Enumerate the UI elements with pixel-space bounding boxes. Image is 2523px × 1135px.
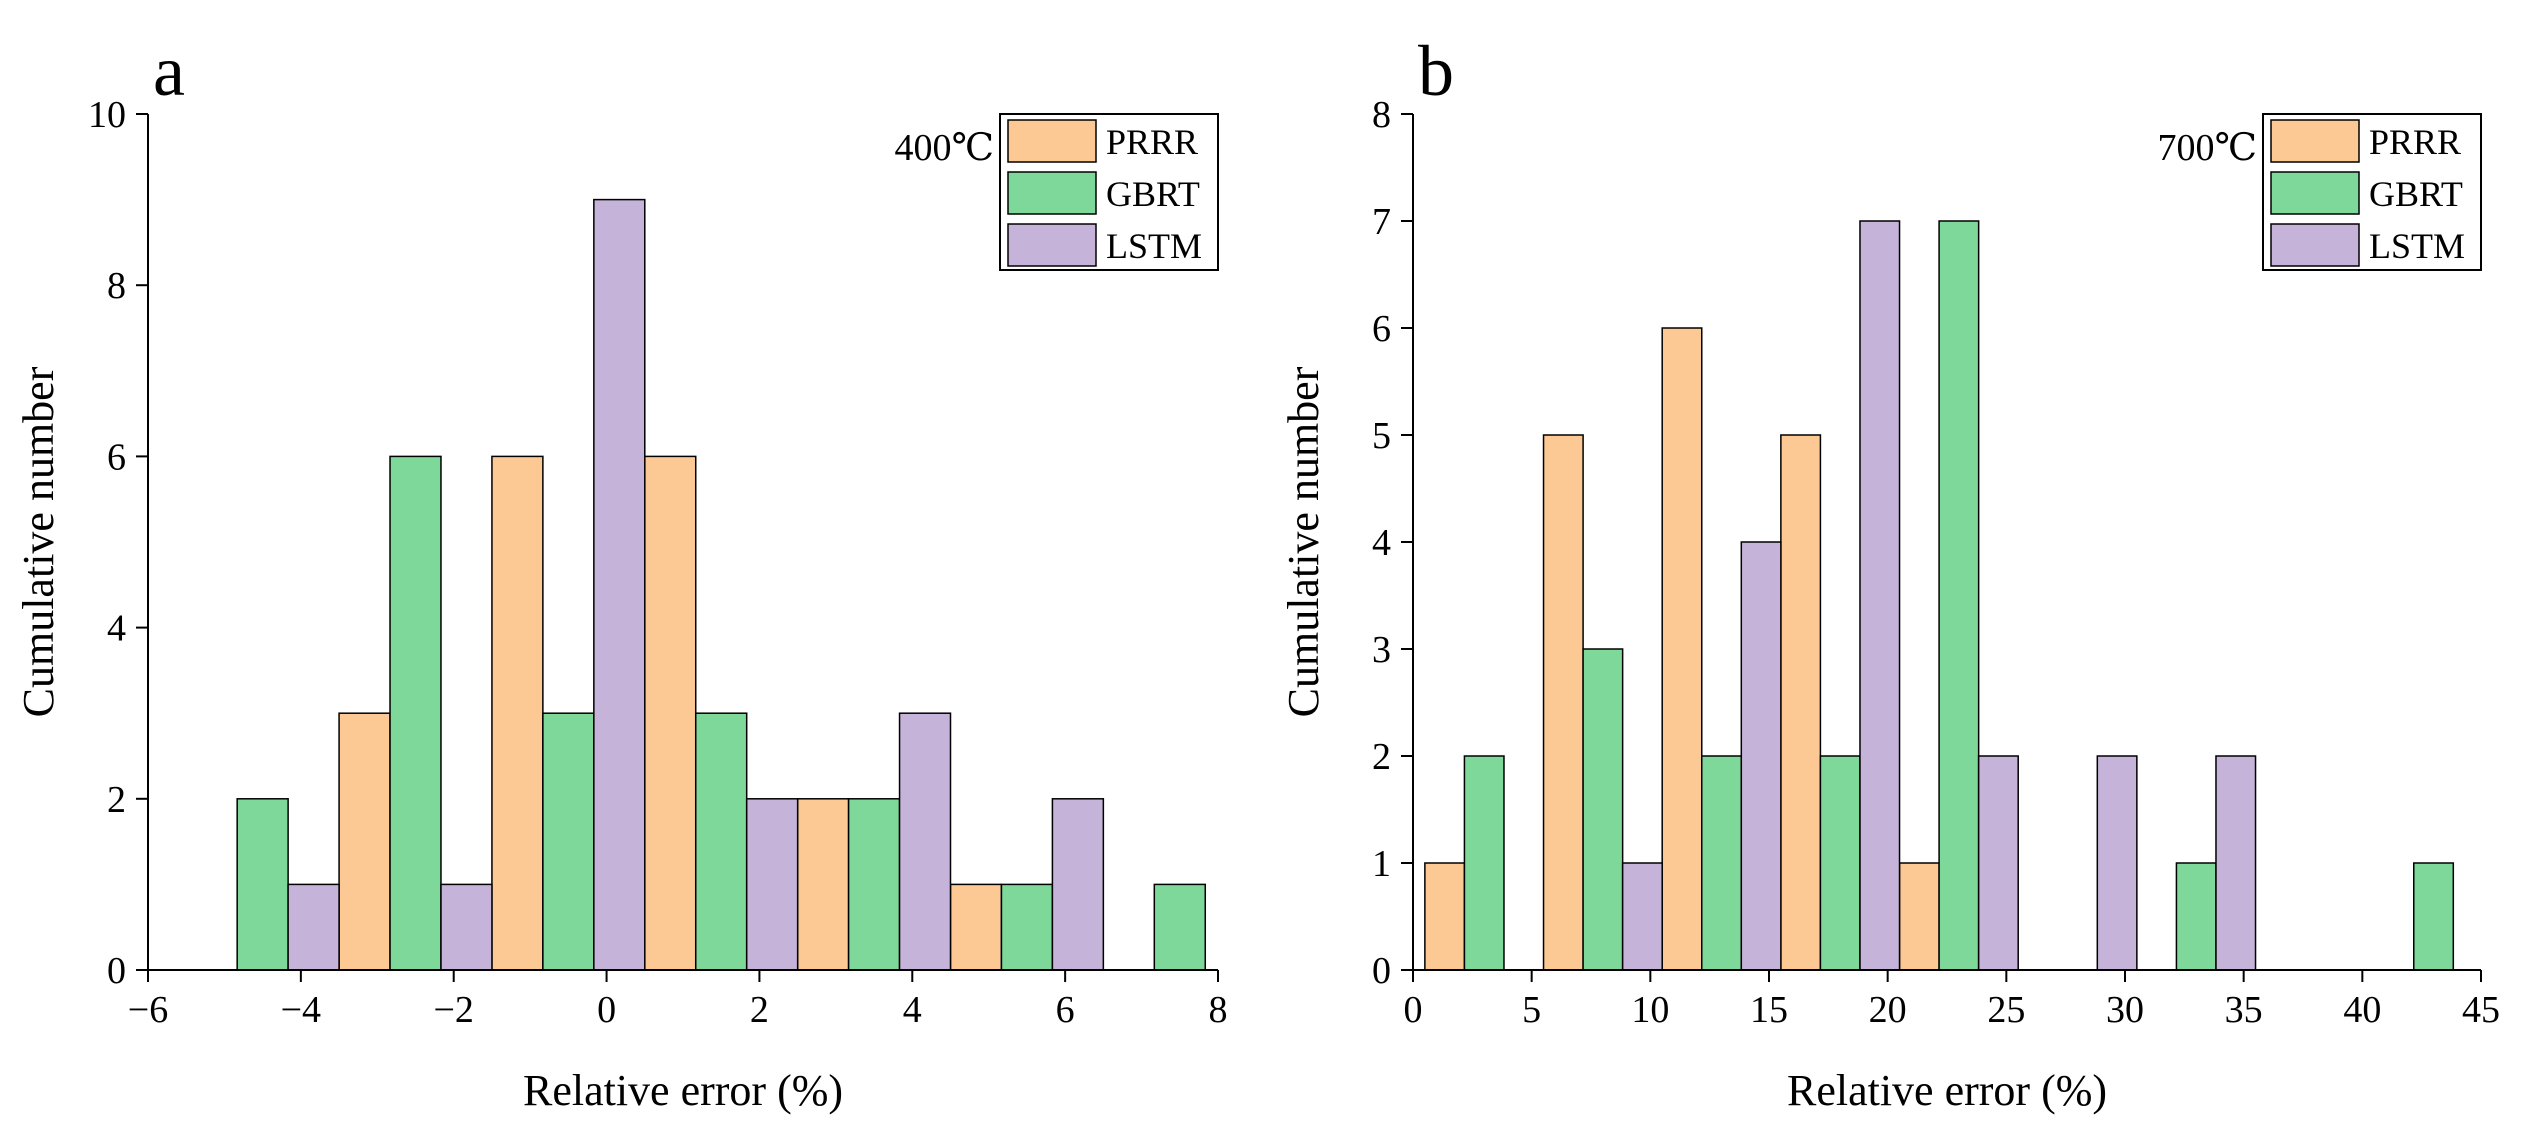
bar-gbrt [694, 712, 748, 971]
y-tick-label: 4 [107, 608, 126, 650]
bar-lstm [1051, 798, 1105, 971]
bar-lstm [1977, 755, 2019, 971]
bar-lstm [1859, 220, 1901, 971]
bar-prrr [949, 883, 1003, 971]
y-tick-label: 7 [1372, 201, 1391, 243]
bar-gbrt [1938, 220, 1980, 971]
x-tick-label: 0 [1404, 989, 1423, 1031]
x-tick-label: −4 [281, 989, 321, 1031]
bar-gbrt [1819, 755, 1861, 971]
bar-prrr [644, 455, 697, 971]
bar-gbrt [1701, 755, 1743, 971]
y-axis-title: Cumulative number [1279, 366, 1328, 717]
x-axis-title: Relative error (%) [1787, 1066, 2107, 1115]
legend-swatch-gbrt [2270, 171, 2360, 215]
panel-letter: a [153, 31, 185, 111]
y-tick-label: 6 [107, 436, 126, 478]
bar-prrr [796, 798, 850, 971]
x-tick-label: 0 [597, 989, 616, 1031]
y-tick-label: 2 [107, 779, 126, 821]
y-tick-label: 2 [1372, 736, 1391, 778]
legend-label-lstm: LSTM [1106, 226, 1202, 266]
x-tick-label: 2 [750, 989, 769, 1031]
x-tick-label: 15 [1750, 989, 1788, 1031]
bar-gbrt [1000, 883, 1054, 971]
x-tick-label: 35 [2225, 989, 2263, 1031]
bar-lstm [440, 883, 493, 971]
temperature-annotation: 400℃ [894, 127, 994, 169]
bar-prrr [1424, 862, 1466, 971]
bar-lstm [2096, 755, 2138, 971]
bar-prrr [1661, 327, 1703, 971]
bar-gbrt [2175, 862, 2217, 971]
bar-gbrt [542, 712, 595, 971]
legend-swatch-prrr [2270, 119, 2360, 163]
x-tick-label: 45 [2462, 989, 2500, 1031]
bar-prrr [338, 712, 391, 971]
legend-swatch-gbrt [1007, 171, 1097, 215]
x-tick-label: 20 [1869, 989, 1907, 1031]
x-tick-label: 40 [2343, 989, 2381, 1031]
bar-prrr [491, 455, 544, 971]
bar-gbrt [236, 798, 289, 971]
x-tick-label: −2 [433, 989, 473, 1031]
bar-gbrt [1463, 755, 1505, 971]
y-tick-label: 6 [1372, 308, 1391, 350]
bar-lstm [745, 798, 799, 971]
x-tick-label: 6 [1056, 989, 1075, 1031]
y-tick-label: 0 [107, 950, 126, 992]
y-tick-label: 8 [107, 265, 126, 307]
bar-gbrt [847, 798, 901, 971]
y-tick-label: 0 [1372, 950, 1391, 992]
legend-label-prrr: PRRR [2369, 122, 2461, 162]
bar-lstm [898, 712, 952, 971]
y-tick-label: 8 [1372, 94, 1391, 136]
bar-gbrt [2413, 862, 2455, 971]
x-tick-label: 25 [1987, 989, 2025, 1031]
bar-gbrt [1582, 648, 1624, 971]
x-tick-label: 4 [903, 989, 922, 1031]
bar-gbrt [1153, 883, 1207, 971]
y-tick-label: 1 [1372, 843, 1391, 885]
panel-letter: b [1418, 31, 1454, 111]
temperature-annotation: 700℃ [2157, 127, 2257, 169]
legend-label-gbrt: GBRT [2369, 174, 2463, 214]
y-tick-label: 4 [1372, 522, 1391, 564]
bar-lstm [287, 883, 340, 971]
x-tick-label: 8 [1209, 989, 1228, 1031]
bar-lstm [593, 198, 646, 971]
bar-lstm [1740, 541, 1782, 971]
bar-prrr [1898, 862, 1940, 971]
legend-swatch-lstm [1007, 223, 1097, 267]
legend-swatch-lstm [2270, 223, 2360, 267]
legend-label-prrr: PRRR [1106, 122, 1198, 162]
legend-swatch-prrr [1007, 119, 1097, 163]
x-tick-label: 5 [1522, 989, 1541, 1031]
panel-a: −6 −4 −2 0 2 4 6 8 0 2 4 6 8 10 Relative error (%) Cumu… [14, 31, 1228, 1115]
x-axis-title: Relative error (%) [523, 1066, 843, 1115]
x-tick-label: 10 [1631, 989, 1669, 1031]
legend-label-gbrt: GBRT [1106, 174, 1200, 214]
y-tick-label: 10 [88, 94, 126, 136]
y-tick-label: 5 [1372, 415, 1391, 457]
bar-gbrt [389, 455, 442, 971]
bar-lstm [2215, 755, 2257, 971]
bar-prrr [1780, 434, 1822, 971]
bar-prrr [1542, 434, 1584, 971]
bar-lstm [1621, 862, 1663, 971]
x-tick-label: −6 [128, 989, 168, 1031]
x-tick-label: 30 [2106, 989, 2144, 1031]
legend-label-lstm: LSTM [2369, 226, 2465, 266]
y-axis-title: Cumulative number [14, 366, 63, 717]
y-tick-label: 3 [1372, 629, 1391, 671]
